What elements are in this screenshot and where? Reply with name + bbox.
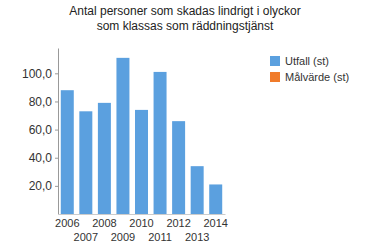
x-axis: 2006 2007 2008 2009 2010 2011 2012 2013 2014 xyxy=(55,214,228,243)
y-tick-mark xyxy=(55,101,58,102)
x-tick-label: 2007 xyxy=(74,231,98,243)
x-axis-line xyxy=(59,214,226,215)
x-tick-label: 2011 xyxy=(148,231,172,243)
legend-swatch xyxy=(270,56,280,66)
x-tick: 2010 xyxy=(129,214,153,229)
y-tick-label: 60,0 xyxy=(29,123,53,137)
legend: Utfall (st) Målvärde (st) xyxy=(270,55,349,83)
chart: Antal personer som skadas lindrigt i oly… xyxy=(0,0,370,250)
x-tick: 2008 xyxy=(92,214,116,229)
x-tick: 2014 xyxy=(203,214,227,229)
y-axis: 20,0 40,0 60,0 80,0 100,0 xyxy=(22,49,59,215)
bars xyxy=(61,58,222,214)
y-tick: 60,0 xyxy=(29,123,58,137)
x-tick-label: 2008 xyxy=(92,217,116,229)
y-tick-mark xyxy=(55,73,58,74)
bar xyxy=(79,111,92,214)
x-tick: 2006 xyxy=(55,214,79,229)
bar xyxy=(172,121,185,214)
bar xyxy=(98,103,111,214)
y-axis-line xyxy=(58,49,59,215)
y-tick-label: 20,0 xyxy=(29,179,53,193)
y-tick-mark xyxy=(55,158,58,159)
bar xyxy=(135,110,148,214)
x-tick-label: 2013 xyxy=(185,231,209,243)
y-tick: 40,0 xyxy=(29,151,58,165)
legend-label: Utfall (st) xyxy=(285,55,329,67)
x-tick-label: 2010 xyxy=(129,217,153,229)
legend-label: Målvärde (st) xyxy=(285,71,349,83)
y-tick: 20,0 xyxy=(29,179,58,193)
bar xyxy=(154,72,167,214)
x-tick: 2012 xyxy=(166,214,190,229)
y-tick-label: 100,0 xyxy=(22,67,52,81)
y-tick-label: 80,0 xyxy=(29,95,53,109)
y-tick: 100,0 xyxy=(22,67,58,81)
y-tick: 80,0 xyxy=(29,95,58,109)
bar xyxy=(191,166,204,214)
x-tick-label: 2014 xyxy=(203,217,227,229)
bar xyxy=(61,90,74,214)
y-tick-label: 40,0 xyxy=(29,151,53,165)
bar xyxy=(209,184,222,214)
x-tick-label: 2009 xyxy=(111,231,135,243)
bar xyxy=(116,58,129,214)
legend-swatch xyxy=(270,72,280,82)
y-tick-mark xyxy=(55,130,58,131)
x-tick-label: 2012 xyxy=(166,217,190,229)
y-tick-mark xyxy=(55,186,58,187)
title: Antal personer som skadas lindrigt i oly… xyxy=(69,4,300,33)
x-tick-label: 2006 xyxy=(55,217,79,229)
